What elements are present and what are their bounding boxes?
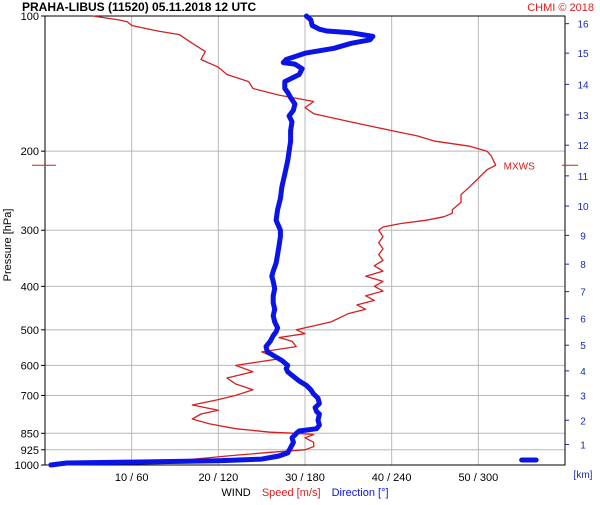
km-tick-label: 16 bbox=[577, 20, 589, 31]
km-tick-label: 11 bbox=[578, 172, 589, 183]
x-tick-label: 50 / 300 bbox=[458, 472, 498, 484]
x-label-speed: Speed [m/s] bbox=[262, 487, 321, 499]
x-label-wind: WIND bbox=[221, 487, 250, 499]
km-tick-label: 13 bbox=[577, 111, 589, 122]
grid-layer bbox=[45, 16, 565, 465]
x-label-direction: Direction [°] bbox=[332, 487, 389, 499]
chart-title: PRAHA-LIBUS (11520) 05.11.2018 12 UTC bbox=[22, 0, 256, 14]
x-tick-label: 30 / 180 bbox=[285, 472, 325, 484]
y-axis: 100 200 300 400 500 600 700 850 925 1000 bbox=[15, 11, 45, 472]
km-tick-label: 3 bbox=[580, 392, 586, 403]
x-axis: 10 / 60 20 / 120 30 / 180 40 / 240 50 / 300 bbox=[115, 472, 498, 484]
y-axis-label: Pressure [hPa] bbox=[2, 209, 14, 282]
km-tick-label: 8 bbox=[580, 260, 586, 271]
series-layer bbox=[32, 13, 578, 468]
km-tick-label: 15 bbox=[577, 49, 589, 60]
km-tick-label: 1 bbox=[580, 440, 586, 451]
y-tick-label: 850 bbox=[21, 428, 39, 440]
y-tick-label: 400 bbox=[21, 281, 39, 293]
km-tick-label: 12 bbox=[577, 141, 589, 152]
km-tick-label: 7 bbox=[580, 288, 586, 299]
km-tick-label: 2 bbox=[580, 416, 586, 427]
km-tick-label: 9 bbox=[580, 231, 586, 242]
y-tick-label: 1000 bbox=[15, 460, 39, 472]
km-unit-label: [km] bbox=[574, 470, 593, 481]
km-tick-label: 4 bbox=[580, 367, 586, 378]
x-tick-label: 20 / 120 bbox=[198, 472, 238, 484]
km-tick-label: 10 bbox=[577, 202, 589, 213]
y-tick-label: 200 bbox=[21, 146, 39, 158]
km-tick-label: 6 bbox=[580, 315, 586, 326]
km-tick-label: 5 bbox=[580, 341, 586, 352]
y-tick-label: 700 bbox=[21, 390, 39, 402]
x-axis-label: WIND Speed [m/s] Direction [°] bbox=[221, 487, 388, 499]
x-tick-label: 40 / 240 bbox=[372, 472, 412, 484]
series-speed-line bbox=[47, 15, 497, 466]
km-tick-label: 14 bbox=[577, 80, 589, 91]
x-tick-label: 10 / 60 bbox=[115, 472, 149, 484]
series-direction-line bbox=[48, 13, 376, 468]
y-tick-label: 300 bbox=[21, 225, 39, 237]
y-tick-label: 100 bbox=[21, 11, 39, 23]
credit-label: CHMI © 2018 bbox=[527, 2, 594, 14]
y-tick-label: 925 bbox=[21, 445, 39, 457]
mxws-annotation: MXWS bbox=[504, 161, 535, 172]
y-tick-label: 500 bbox=[21, 325, 39, 337]
y-tick-label: 600 bbox=[21, 360, 39, 372]
